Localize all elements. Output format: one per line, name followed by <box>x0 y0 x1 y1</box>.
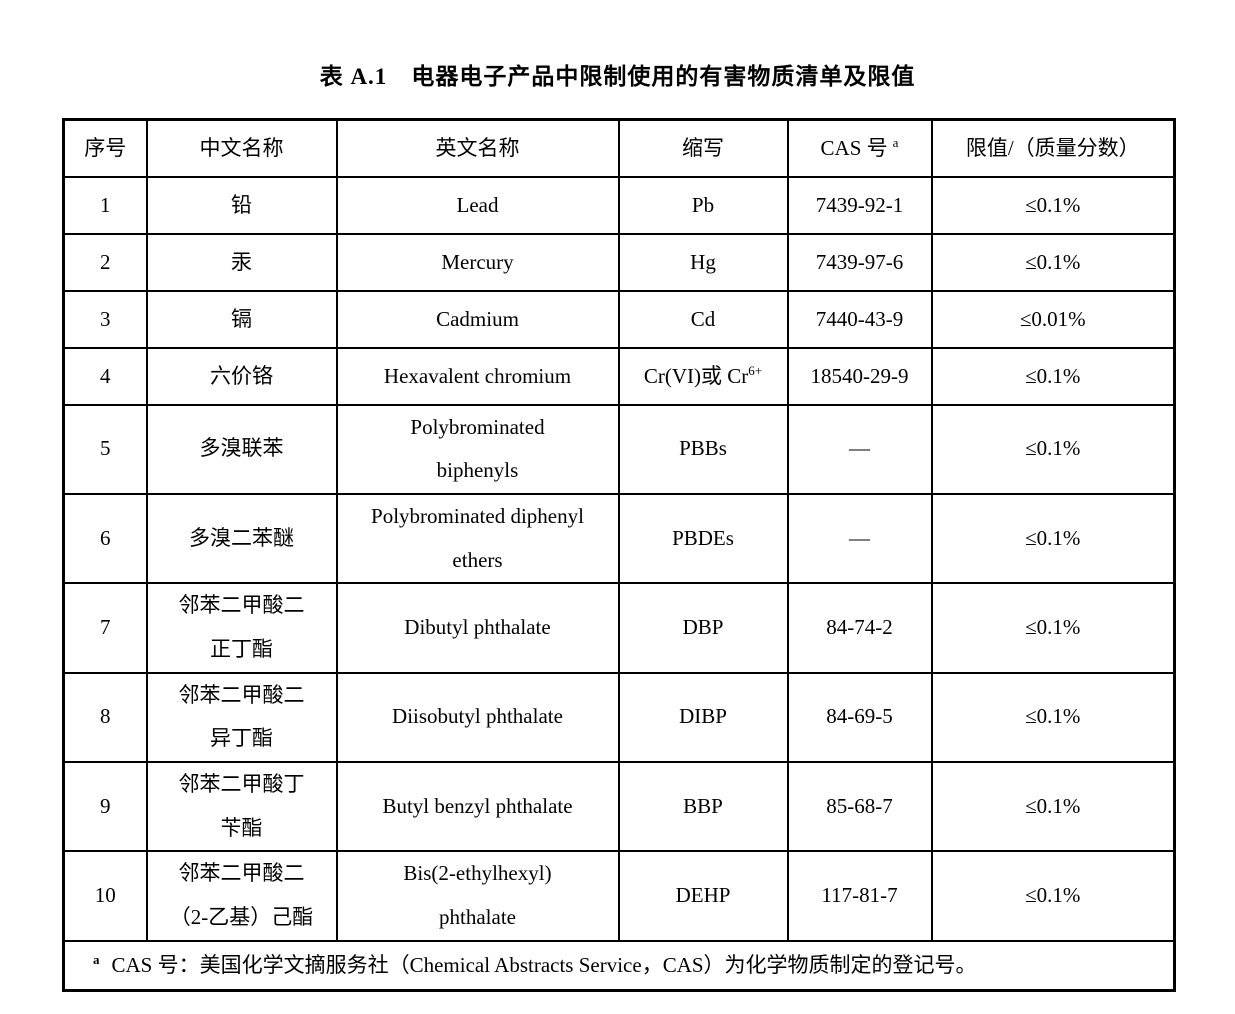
cell-cn: 多溴联苯 <box>145 403 338 495</box>
cell-cn: 镉 <box>145 289 338 349</box>
cell-limit: ≤0.1% <box>930 760 1176 853</box>
cell-cn: 多溴二苯醚 <box>145 492 338 585</box>
footnote-superscript: a <box>93 951 100 967</box>
table-row: 5 多溴联苯 Polybrominated biphenyls PBBs — ≤… <box>62 403 1176 495</box>
table-row: 8 邻苯二甲酸二 异丁酯 Diisobutyl phthalate DIBP 8… <box>62 671 1176 763</box>
cell-cas: 7439-92-1 <box>786 175 933 235</box>
header-cas-superscript: a <box>892 134 899 150</box>
cell-cas: 85-68-7 <box>786 760 933 853</box>
table-row: 1 铅 Lead Pb 7439-92-1 ≤0.1% <box>62 175 1176 235</box>
table-row: 10 邻苯二甲酸二 （2-乙基）己酯 Bis(2-ethylhexyl) pht… <box>62 850 1176 942</box>
cell-cas: — <box>786 492 933 585</box>
cell-cas: 117-81-7 <box>786 850 933 942</box>
cell-limit: ≤0.1% <box>930 403 1176 495</box>
cell-en: Bis(2-ethylhexyl) phthalate <box>335 850 620 942</box>
cell-limit: ≤0.1% <box>930 232 1176 292</box>
cell-en: Dibutyl phthalate <box>335 582 620 674</box>
cell-cas: 7440-43-9 <box>786 289 933 349</box>
cell-no: 9 <box>62 760 148 853</box>
header-cn: 中文名称 <box>145 118 338 178</box>
cell-limit: ≤0.1% <box>930 850 1176 942</box>
cell-en: Diisobutyl phthalate <box>335 671 620 763</box>
cell-limit: ≤0.1% <box>930 346 1176 406</box>
footnote-row: a CAS 号：美国化学文摘服务社（Chemical Abstracts Serv… <box>62 939 1176 992</box>
header-cas-label: CAS 号 <box>820 135 888 160</box>
cell-cas: 18540-29-9 <box>786 346 933 406</box>
cell-no: 8 <box>62 671 148 763</box>
cell-cn: 邻苯二甲酸丁 苄酯 <box>145 760 338 853</box>
cell-abbr: PBBs <box>617 403 789 495</box>
cell-cn: 铅 <box>145 175 338 235</box>
cell-abbr: Pb <box>617 175 789 235</box>
cell-cas: 84-74-2 <box>786 582 933 674</box>
table-row: 2 汞 Mercury Hg 7439-97-6 ≤0.1% <box>62 232 1176 292</box>
table-row: 3 镉 Cadmium Cd 7440-43-9 ≤0.01% <box>62 289 1176 349</box>
table-title-label: 表 A.1 <box>319 64 388 89</box>
cell-en: Polybrominated diphenyl ethers <box>335 492 620 585</box>
cell-no: 5 <box>62 403 148 495</box>
cell-cn: 邻苯二甲酸二 异丁酯 <box>145 671 338 763</box>
cell-no: 6 <box>62 492 148 585</box>
cell-no: 2 <box>62 232 148 292</box>
table-row: 7 邻苯二甲酸二 正丁酯 Dibutyl phthalate DBP 84-74… <box>62 582 1176 674</box>
cell-no: 3 <box>62 289 148 349</box>
cell-no: 7 <box>62 582 148 674</box>
cell-en: Lead <box>335 175 620 235</box>
footnote-cell: a CAS 号：美国化学文摘服务社（Chemical Abstracts Serv… <box>62 939 1176 992</box>
cell-cn: 汞 <box>145 232 338 292</box>
table-row: 4 六价铬 Hexavalent chromium Cr(VI)或 Cr6+ 1… <box>62 346 1176 406</box>
cell-en: Butyl benzyl phthalate <box>335 760 620 853</box>
cell-no: 1 <box>62 175 148 235</box>
cell-abbr: DBP <box>617 582 789 674</box>
cell-abbr-label: Cr(VI)或 Cr <box>643 363 749 388</box>
cell-limit: ≤0.1% <box>930 671 1176 763</box>
cell-abbr: BBP <box>617 760 789 853</box>
cell-limit: ≤0.1% <box>930 492 1176 585</box>
cell-no: 10 <box>62 850 148 942</box>
cell-abbr: Hg <box>617 232 789 292</box>
table-title-text: 电器电子产品中限制使用的有害物质清单及限值 <box>411 64 916 89</box>
table-row: 6 多溴二苯醚 Polybrominated diphenyl ethers P… <box>62 492 1176 585</box>
cell-cn: 邻苯二甲酸二 正丁酯 <box>145 582 338 674</box>
cell-en: Hexavalent chromium <box>335 346 620 406</box>
cell-cas: 7439-97-6 <box>786 232 933 292</box>
cell-en: Polybrominated biphenyls <box>335 403 620 495</box>
cell-cas: 84-69-5 <box>786 671 933 763</box>
header-en: 英文名称 <box>335 118 620 178</box>
cell-limit: ≤0.1% <box>930 582 1176 674</box>
cell-en: Cadmium <box>335 289 620 349</box>
cell-en: Mercury <box>335 232 620 292</box>
cell-limit: ≤0.1% <box>930 175 1176 235</box>
cell-abbr: DEHP <box>617 850 789 942</box>
header-limit: 限值/（质量分数） <box>930 118 1176 178</box>
cell-cn: 邻苯二甲酸二 （2-乙基）己酯 <box>145 850 338 942</box>
cell-cn: 六价铬 <box>145 346 338 406</box>
header-abbr: 缩写 <box>617 118 789 178</box>
table-row: 9 邻苯二甲酸丁 苄酯 Butyl benzyl phthalate BBP 8… <box>62 760 1176 853</box>
cell-limit: ≤0.01% <box>930 289 1176 349</box>
header-no: 序号 <box>62 118 148 178</box>
footnote-text: CAS 号：美国化学文摘服务社（Chemical Abstracts Servi… <box>111 952 977 977</box>
cell-abbr: PBDEs <box>617 492 789 585</box>
cell-abbr: Cr(VI)或 Cr6+ <box>617 346 789 406</box>
cell-abbr-superscript: 6+ <box>748 362 763 378</box>
table-title: 表 A.1 电器电子产品中限制使用的有害物质清单及限值 <box>0 57 1235 91</box>
cell-abbr: DIBP <box>617 671 789 763</box>
cell-cas: — <box>786 403 933 495</box>
cell-no: 4 <box>62 346 148 406</box>
cell-abbr: Cd <box>617 289 789 349</box>
